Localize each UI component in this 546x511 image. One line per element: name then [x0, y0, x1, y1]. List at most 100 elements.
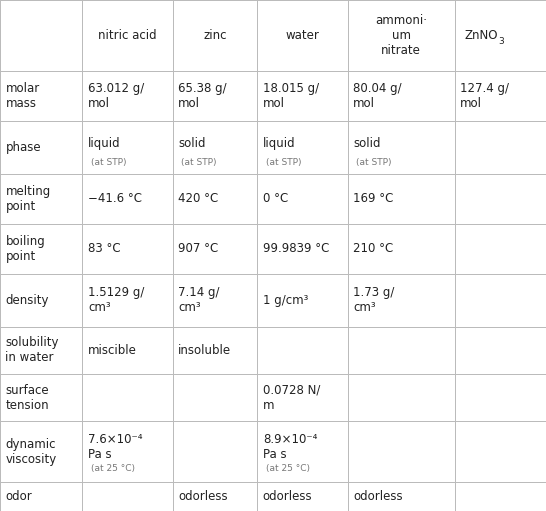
Bar [455, 274, 546, 327]
Text: nitric acid: nitric acid [98, 29, 157, 42]
Text: 80.04 g/
mol: 80.04 g/ mol [353, 82, 402, 110]
Text: 7.6×10⁻⁴
Pa s: 7.6×10⁻⁴ Pa s [88, 433, 143, 461]
Bar [173, 482, 257, 511]
Text: 18.015 g/
mol: 18.015 g/ mol [263, 82, 319, 110]
Bar [257, 224, 348, 274]
Text: 169 °C: 169 °C [353, 193, 394, 205]
Bar [0, 421, 82, 482]
Bar [455, 71, 546, 121]
Text: odor: odor [5, 490, 32, 503]
Bar [173, 174, 257, 224]
Bar [0, 121, 82, 174]
Text: 907 °C: 907 °C [178, 242, 218, 256]
Bar [348, 374, 455, 421]
Text: odorless: odorless [263, 490, 312, 503]
Bar [455, 482, 546, 511]
Bar [82, 224, 173, 274]
Text: ZnNO: ZnNO [464, 29, 497, 42]
Bar [173, 421, 257, 482]
Bar [257, 71, 348, 121]
Bar [0, 71, 82, 121]
Bar [455, 374, 546, 421]
Bar [348, 327, 455, 374]
Text: liquid: liquid [88, 137, 121, 150]
Bar [82, 71, 173, 121]
Bar [348, 274, 455, 327]
Bar [82, 482, 173, 511]
Bar [0, 224, 82, 274]
Bar [82, 327, 173, 374]
Bar [82, 274, 173, 327]
Bar [173, 71, 257, 121]
Text: 65.38 g/
mol: 65.38 g/ mol [178, 82, 227, 110]
Text: density: density [5, 294, 49, 307]
Bar [173, 224, 257, 274]
Bar [173, 121, 257, 174]
Bar [257, 374, 348, 421]
Bar [455, 224, 546, 274]
Bar [455, 0, 546, 71]
Bar [0, 174, 82, 224]
Text: (at STP): (at STP) [181, 158, 216, 167]
Text: (at STP): (at STP) [356, 158, 391, 167]
Text: miscible: miscible [88, 344, 137, 357]
Text: 420 °C: 420 °C [178, 193, 218, 205]
Text: 1.5129 g/
cm³: 1.5129 g/ cm³ [88, 286, 144, 314]
Bar [82, 0, 173, 71]
Text: (at 25 °C): (at 25 °C) [91, 464, 135, 473]
Bar [173, 274, 257, 327]
Bar [257, 274, 348, 327]
Text: phase: phase [5, 141, 41, 154]
Bar [348, 71, 455, 121]
Bar [257, 174, 348, 224]
Text: surface
tension: surface tension [5, 384, 49, 411]
Text: odorless: odorless [353, 490, 403, 503]
Text: −41.6 °C: −41.6 °C [88, 193, 142, 205]
Text: insoluble: insoluble [178, 344, 232, 357]
Text: zinc: zinc [203, 29, 227, 42]
Bar [257, 421, 348, 482]
Text: odorless: odorless [178, 490, 228, 503]
Bar [257, 121, 348, 174]
Text: water: water [286, 29, 319, 42]
Bar [348, 121, 455, 174]
Text: 1.73 g/
cm³: 1.73 g/ cm³ [353, 286, 395, 314]
Bar [82, 374, 173, 421]
Bar [173, 374, 257, 421]
Text: 7.14 g/
cm³: 7.14 g/ cm³ [178, 286, 219, 314]
Text: 0.0728 N/
m: 0.0728 N/ m [263, 384, 321, 411]
Bar [257, 327, 348, 374]
Text: 210 °C: 210 °C [353, 242, 393, 256]
Bar [0, 0, 82, 71]
Text: (at STP): (at STP) [265, 158, 301, 167]
Text: ammoni·
um
nitrate: ammoni· um nitrate [375, 14, 427, 57]
Bar [82, 121, 173, 174]
Bar [348, 224, 455, 274]
Text: melting
point: melting point [5, 185, 51, 213]
Bar [348, 174, 455, 224]
Text: 1 g/cm³: 1 g/cm³ [263, 294, 308, 307]
Text: solubility
in water: solubility in water [5, 336, 59, 364]
Bar [0, 327, 82, 374]
Bar [257, 482, 348, 511]
Bar [348, 421, 455, 482]
Text: 3: 3 [498, 37, 505, 46]
Bar [455, 327, 546, 374]
Bar [348, 0, 455, 71]
Bar [82, 421, 173, 482]
Text: (at 25 °C): (at 25 °C) [265, 464, 310, 473]
Text: (at STP): (at STP) [91, 158, 126, 167]
Bar [0, 274, 82, 327]
Text: dynamic
viscosity: dynamic viscosity [5, 437, 57, 466]
Bar [173, 327, 257, 374]
Text: 0 °C: 0 °C [263, 193, 288, 205]
Bar [0, 482, 82, 511]
Text: solid: solid [178, 137, 206, 150]
Bar [257, 0, 348, 71]
Bar [348, 482, 455, 511]
Text: solid: solid [353, 137, 381, 150]
Bar [0, 374, 82, 421]
Text: molar
mass: molar mass [5, 82, 40, 110]
Text: 83 °C: 83 °C [88, 242, 121, 256]
Bar [455, 121, 546, 174]
